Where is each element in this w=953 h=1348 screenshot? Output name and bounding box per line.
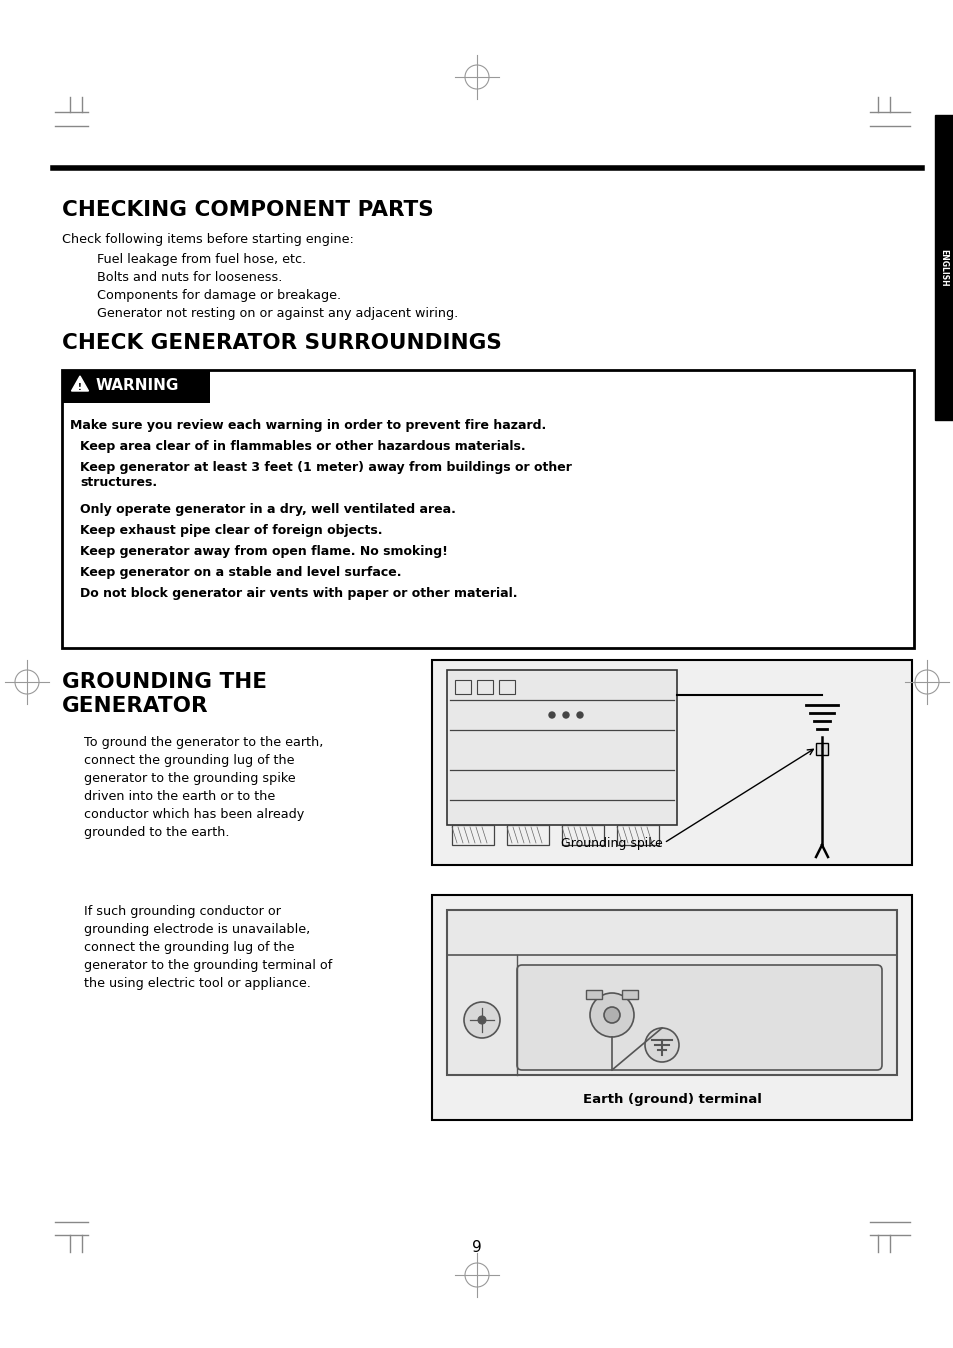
Bar [452, 825, 494, 845]
Text: Keep area clear of in flammables or other hazardous materials.: Keep area clear of in flammables or othe… [80, 439, 525, 453]
Text: GENERATOR: GENERATOR [62, 696, 209, 716]
Text: generator to the grounding spike: generator to the grounding spike [84, 772, 295, 785]
Bar [617, 825, 659, 845]
Text: Bolts and nuts for looseness.: Bolts and nuts for looseness. [97, 271, 282, 284]
Text: Keep exhaust pipe clear of foreign objects.: Keep exhaust pipe clear of foreign objec… [80, 524, 382, 537]
Bar [561, 825, 603, 845]
Text: conductor which has been already: conductor which has been already [84, 807, 304, 821]
Circle shape [577, 712, 582, 718]
Text: Keep generator away from open flame. No smoking!: Keep generator away from open flame. No … [80, 545, 447, 558]
Bar [447, 670, 677, 825]
Bar [621, 989, 638, 999]
Polygon shape [71, 376, 89, 391]
Text: Earth (ground) terminal: Earth (ground) terminal [582, 1093, 760, 1107]
Text: Grounding spike: Grounding spike [560, 837, 662, 849]
Bar [455, 679, 471, 694]
Text: connect the grounding lug of the: connect the grounding lug of the [84, 941, 294, 954]
Circle shape [477, 1016, 485, 1024]
Circle shape [548, 712, 555, 718]
Circle shape [644, 1029, 679, 1062]
Text: Keep generator on a stable and level surface.: Keep generator on a stable and level sur… [80, 566, 401, 580]
Text: GROUNDING THE: GROUNDING THE [62, 673, 267, 692]
Text: driven into the earth or to the: driven into the earth or to the [84, 790, 275, 803]
Text: Fuel leakage from fuel hose, etc.: Fuel leakage from fuel hose, etc. [97, 253, 306, 266]
Bar [432, 661, 911, 865]
Text: generator to the grounding terminal of: generator to the grounding terminal of [84, 958, 332, 972]
Text: If such grounding conductor or: If such grounding conductor or [84, 905, 281, 918]
Text: Keep generator at least 3 feet (1 meter) away from buildings or other
structures: Keep generator at least 3 feet (1 meter)… [80, 461, 571, 489]
Text: !: ! [78, 383, 82, 391]
Text: grounded to the earth.: grounded to the earth. [84, 826, 230, 838]
Bar [62, 369, 210, 403]
Text: Make sure you review each warning in order to prevent fire hazard.: Make sure you review each warning in ord… [70, 419, 546, 431]
Text: CHECKING COMPONENT PARTS: CHECKING COMPONENT PARTS [62, 200, 434, 220]
Bar [62, 369, 913, 648]
Text: CHECK GENERATOR SURROUNDINGS: CHECK GENERATOR SURROUNDINGS [62, 333, 501, 353]
Bar [815, 743, 827, 755]
Text: Components for damage or breakage.: Components for damage or breakage. [97, 288, 341, 302]
FancyBboxPatch shape [517, 965, 882, 1070]
Bar [585, 989, 601, 999]
Bar [432, 895, 911, 1120]
Circle shape [562, 712, 568, 718]
Bar [476, 679, 493, 694]
Circle shape [463, 1002, 499, 1038]
Text: Check following items before starting engine:: Check following items before starting en… [62, 233, 354, 245]
Circle shape [603, 1007, 619, 1023]
Text: Only operate generator in a dry, well ventilated area.: Only operate generator in a dry, well ve… [80, 503, 456, 516]
Bar [498, 679, 515, 694]
Text: 9: 9 [472, 1240, 481, 1255]
Text: Do not block generator air vents with paper or other material.: Do not block generator air vents with pa… [80, 586, 517, 600]
Text: grounding electrode is unavailable,: grounding electrode is unavailable, [84, 923, 310, 936]
Text: the using electric tool or appliance.: the using electric tool or appliance. [84, 977, 311, 989]
Text: Generator not resting on or against any adjacent wiring.: Generator not resting on or against any … [97, 307, 457, 319]
Bar [934, 115, 953, 421]
Bar [506, 825, 548, 845]
Text: To ground the generator to the earth,: To ground the generator to the earth, [84, 736, 323, 749]
Text: ENGLISH: ENGLISH [939, 249, 947, 287]
Text: WARNING: WARNING [96, 379, 179, 394]
Circle shape [589, 993, 634, 1037]
Bar [447, 910, 896, 1074]
Text: connect the grounding lug of the: connect the grounding lug of the [84, 754, 294, 767]
